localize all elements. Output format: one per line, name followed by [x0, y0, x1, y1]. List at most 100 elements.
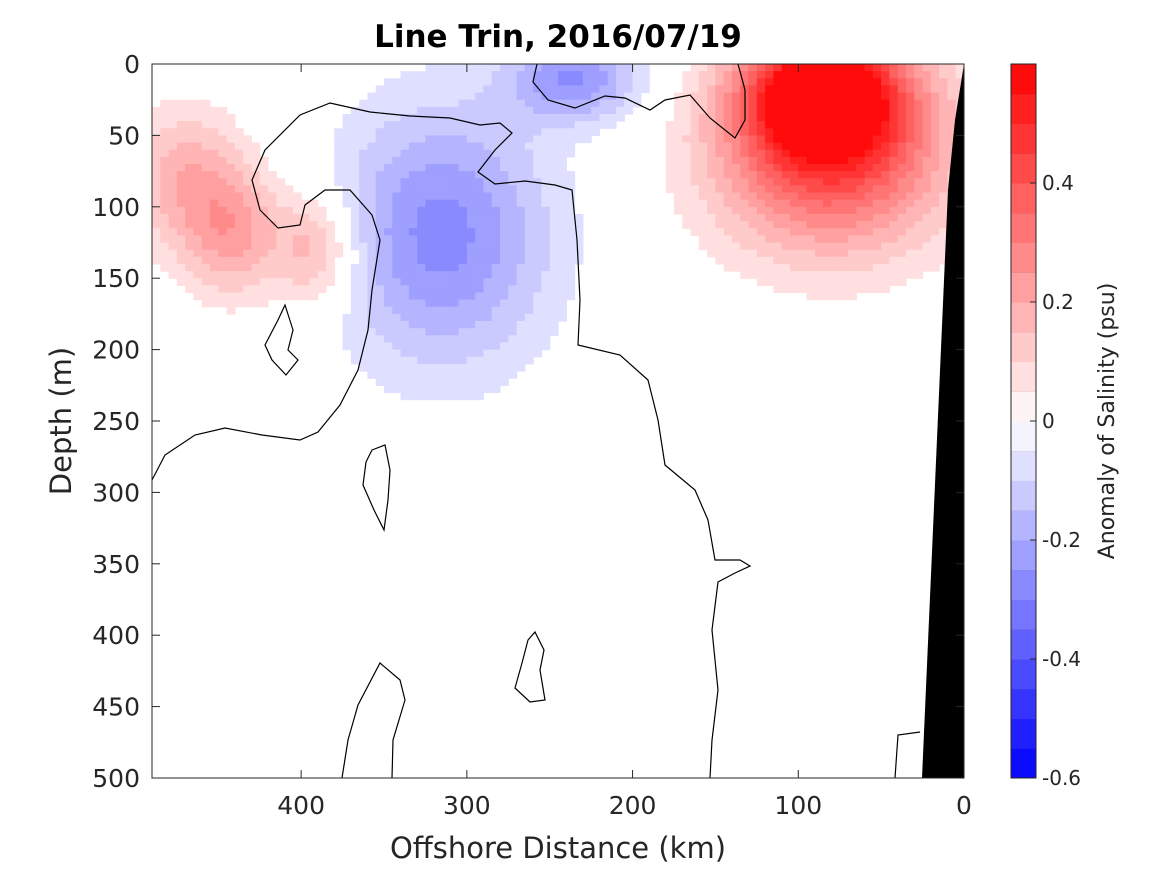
field-cell	[698, 135, 708, 144]
field-cell	[541, 335, 551, 344]
field-cell	[930, 235, 940, 244]
field-cell	[152, 135, 161, 144]
field-cell	[508, 263, 518, 272]
field-cell	[384, 235, 393, 244]
field-cell	[433, 392, 443, 401]
field-cell	[350, 235, 360, 244]
y-tick-label: 200	[92, 336, 140, 365]
field-cell	[466, 271, 476, 279]
field-cell	[359, 221, 369, 229]
field-cell	[848, 185, 857, 194]
field-cell	[433, 71, 443, 79]
field-cell	[433, 64, 443, 72]
field-cell	[367, 135, 377, 144]
field-cell	[806, 163, 816, 172]
field-cell	[765, 78, 775, 87]
field-cell	[806, 292, 816, 301]
field-cell	[682, 106, 692, 115]
field-cell	[516, 256, 526, 265]
field-cell	[839, 192, 849, 201]
field-cell	[872, 235, 882, 244]
field-cell	[831, 85, 841, 94]
field-cell	[889, 278, 899, 286]
field-cell	[781, 142, 791, 151]
field-cell	[483, 292, 493, 301]
field-cell	[798, 64, 808, 72]
field-cell	[500, 292, 509, 301]
field-cell	[748, 71, 758, 79]
field-cell	[707, 99, 717, 108]
field-cell	[450, 71, 460, 79]
field-cell	[442, 263, 451, 272]
field-cell	[872, 135, 882, 144]
field-cell	[524, 64, 534, 72]
field-cell	[292, 213, 302, 222]
field-cell	[259, 192, 269, 201]
field-cell	[516, 292, 526, 301]
field-cell	[508, 121, 518, 129]
field-cell	[848, 121, 857, 129]
field-cell	[682, 78, 692, 87]
field-cell	[392, 328, 402, 336]
field-cell	[839, 285, 849, 294]
field-cell	[897, 135, 907, 144]
field-cell	[524, 121, 534, 129]
field-cell	[251, 263, 261, 272]
field-cell	[483, 321, 493, 329]
field-cell	[748, 135, 758, 144]
field-cell	[715, 178, 725, 186]
field-cell	[558, 278, 567, 286]
field-cell	[392, 121, 402, 129]
field-cell	[475, 278, 485, 286]
field-cell	[533, 235, 543, 244]
field-cell	[417, 92, 427, 101]
field-cell	[930, 121, 940, 129]
field-cell	[433, 249, 443, 258]
field-cell	[524, 356, 534, 365]
field-cell	[500, 306, 509, 315]
field-cell	[558, 78, 567, 87]
field-cell	[732, 142, 741, 151]
field-cell	[392, 335, 402, 344]
field-cell	[417, 121, 427, 129]
field-cell	[558, 135, 567, 144]
field-cell	[442, 292, 451, 301]
field-cell	[392, 128, 402, 136]
field-cell	[591, 121, 601, 129]
field-cell	[384, 163, 393, 172]
field-cell	[814, 199, 824, 208]
field-cell	[218, 206, 228, 215]
field-cell	[831, 106, 841, 115]
field-cell	[798, 242, 808, 251]
field-cell	[872, 192, 882, 201]
field-cell	[458, 306, 468, 315]
field-cell	[425, 192, 435, 201]
field-cell	[533, 321, 543, 329]
field-cell	[508, 221, 518, 229]
field-cell	[417, 271, 427, 279]
field-cell	[400, 356, 410, 365]
field-cell	[367, 221, 377, 229]
field-cell	[243, 185, 253, 194]
field-cell	[881, 235, 891, 244]
field-cell	[914, 263, 924, 272]
field-cell	[508, 142, 518, 151]
field-cell	[715, 142, 725, 151]
field-cell	[831, 235, 841, 244]
field-cell	[442, 213, 451, 222]
field-cell	[301, 263, 311, 272]
field-cell	[897, 242, 907, 251]
field-cell	[541, 256, 551, 265]
field-cell	[309, 221, 319, 229]
field-cell	[839, 121, 849, 129]
field-cell	[466, 99, 476, 108]
field-cell	[690, 78, 700, 87]
field-cell	[259, 256, 269, 265]
field-cell	[251, 285, 261, 294]
field-cell	[193, 242, 203, 251]
field-cell	[425, 306, 435, 315]
field-cell	[152, 249, 161, 258]
field-cell	[707, 185, 717, 194]
field-cell	[491, 228, 501, 236]
field-cell	[375, 271, 385, 279]
